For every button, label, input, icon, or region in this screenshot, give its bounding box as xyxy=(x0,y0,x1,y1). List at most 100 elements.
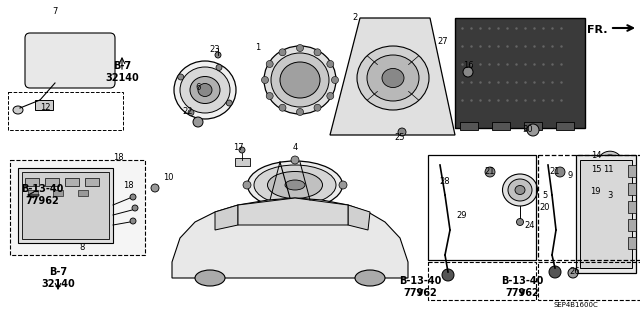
Bar xyxy=(78,190,88,196)
Text: 22: 22 xyxy=(183,108,193,116)
Text: 28: 28 xyxy=(440,177,451,187)
Bar xyxy=(628,183,636,195)
Circle shape xyxy=(516,219,524,226)
Ellipse shape xyxy=(198,84,212,97)
Bar xyxy=(85,178,99,186)
Ellipse shape xyxy=(285,180,305,190)
Text: 21: 21 xyxy=(484,167,495,176)
Ellipse shape xyxy=(508,179,532,201)
Circle shape xyxy=(215,52,221,58)
Circle shape xyxy=(151,184,159,192)
Text: 16: 16 xyxy=(463,61,474,70)
Bar xyxy=(628,237,636,249)
Text: 9: 9 xyxy=(568,170,573,180)
Text: B-13-40
77962: B-13-40 77962 xyxy=(21,184,63,206)
Bar xyxy=(8,92,123,130)
Circle shape xyxy=(266,61,273,68)
Circle shape xyxy=(527,124,539,136)
Bar xyxy=(524,122,542,130)
Text: 14: 14 xyxy=(591,151,601,160)
Circle shape xyxy=(339,181,347,189)
Circle shape xyxy=(327,61,334,68)
Ellipse shape xyxy=(598,151,622,173)
Bar xyxy=(28,190,38,196)
Circle shape xyxy=(279,104,286,111)
Polygon shape xyxy=(172,198,408,278)
Bar xyxy=(580,160,632,268)
Text: 11: 11 xyxy=(603,166,613,174)
Text: 24: 24 xyxy=(525,220,535,229)
Ellipse shape xyxy=(174,61,236,119)
Ellipse shape xyxy=(602,155,618,169)
Ellipse shape xyxy=(190,77,220,103)
Ellipse shape xyxy=(382,69,404,87)
Circle shape xyxy=(314,49,321,56)
Polygon shape xyxy=(215,205,238,230)
Bar xyxy=(53,190,63,196)
Bar xyxy=(556,122,574,130)
Bar xyxy=(576,155,636,273)
Bar xyxy=(35,100,53,110)
Text: 10: 10 xyxy=(163,174,173,182)
Text: 30: 30 xyxy=(523,125,533,135)
Ellipse shape xyxy=(254,165,336,205)
Bar xyxy=(428,262,536,300)
Circle shape xyxy=(279,49,286,56)
Ellipse shape xyxy=(264,46,336,114)
Ellipse shape xyxy=(271,53,329,107)
Text: SEP4B1600C: SEP4B1600C xyxy=(553,302,598,308)
Text: B-7
32140: B-7 32140 xyxy=(105,61,139,83)
Text: 12: 12 xyxy=(40,103,51,113)
Text: 7: 7 xyxy=(52,8,58,17)
Circle shape xyxy=(130,218,136,224)
Circle shape xyxy=(463,67,473,77)
Text: FR.: FR. xyxy=(588,25,608,35)
Text: 15: 15 xyxy=(591,166,601,174)
Ellipse shape xyxy=(597,186,623,210)
Ellipse shape xyxy=(13,106,23,114)
Polygon shape xyxy=(348,205,370,230)
Polygon shape xyxy=(330,18,455,135)
Circle shape xyxy=(291,206,299,214)
FancyBboxPatch shape xyxy=(25,33,115,88)
Bar xyxy=(65,178,79,186)
Circle shape xyxy=(132,205,138,211)
Bar xyxy=(628,165,636,177)
Circle shape xyxy=(262,77,269,84)
Circle shape xyxy=(188,109,194,115)
Bar xyxy=(428,155,536,260)
Ellipse shape xyxy=(515,186,525,195)
Ellipse shape xyxy=(357,46,429,110)
Bar xyxy=(45,178,59,186)
Bar xyxy=(492,122,510,130)
Text: 27: 27 xyxy=(438,38,448,47)
Text: 23: 23 xyxy=(210,46,220,55)
Text: 2: 2 xyxy=(353,13,358,23)
Bar xyxy=(628,219,636,231)
Text: B-13-40
77962: B-13-40 77962 xyxy=(501,276,543,298)
Bar xyxy=(628,201,636,213)
Text: 26: 26 xyxy=(570,268,580,277)
Polygon shape xyxy=(238,198,348,225)
Text: 6: 6 xyxy=(195,84,201,93)
Text: 8: 8 xyxy=(79,243,84,253)
Ellipse shape xyxy=(268,172,323,198)
Text: 25: 25 xyxy=(395,133,405,143)
Text: 18: 18 xyxy=(113,153,124,162)
Circle shape xyxy=(130,194,136,200)
Text: 19: 19 xyxy=(589,188,600,197)
Text: 1: 1 xyxy=(255,43,260,53)
Ellipse shape xyxy=(601,190,619,206)
Bar xyxy=(235,158,250,166)
Circle shape xyxy=(227,100,232,106)
Circle shape xyxy=(296,44,303,51)
Text: 20: 20 xyxy=(540,203,550,211)
Circle shape xyxy=(485,167,495,177)
Circle shape xyxy=(555,167,565,177)
Ellipse shape xyxy=(248,161,342,209)
Text: B-13-40
77962: B-13-40 77962 xyxy=(399,276,441,298)
Circle shape xyxy=(193,117,203,127)
Bar xyxy=(538,262,640,300)
Circle shape xyxy=(266,93,273,100)
Ellipse shape xyxy=(355,270,385,286)
